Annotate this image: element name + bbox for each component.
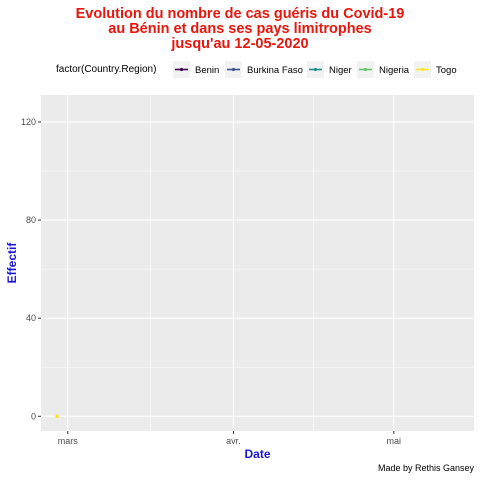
legend-key-niger [307,61,324,78]
legend-title: factor(Country.Region) [56,64,157,75]
data-point-togo [55,414,59,419]
chart-title-line-2: au Bénin et dans ses pays limitrophes [108,21,372,37]
legend-key-benin [173,61,190,78]
legend-label-nigeria: Nigeria [379,65,410,76]
legend-label-niger: Niger [329,65,352,76]
legend-dot-togo [420,67,425,72]
x-tick-label: mai [387,436,402,446]
legend-label-burkina-faso: Burkina Faso [247,65,303,76]
y-axis-title: Effectif [5,242,19,284]
legend-key-nigeria [357,61,374,78]
caption: Made by Rethis Gansey [377,463,474,473]
legend-dot-niger [313,67,318,72]
x-tick-label: mars [58,436,78,446]
legend-label-benin: Benin [195,65,220,76]
chart-title-line-1: Evolution du nombre de cas guéris du Cov… [75,6,405,22]
legend-label-togo: Togo [436,65,457,76]
y-tick-label: 120 [21,117,36,127]
x-tick-label: avr. [226,436,241,446]
x-axis-title: Date [244,447,270,461]
y-tick-label: 40 [26,313,36,323]
legend-key-burkina-faso [225,61,242,78]
y-tick-label: 80 [26,215,36,225]
chart-title-line-3: jusqu'au 12-05-2020 [171,36,309,52]
legend-dot-benin [179,67,184,72]
legend-key-togo [414,61,431,78]
y-tick-label: 0 [31,411,36,421]
plot-panel [41,95,474,431]
legend-dot-burkina-faso [231,67,236,72]
legend-dot-nigeria [363,67,368,72]
